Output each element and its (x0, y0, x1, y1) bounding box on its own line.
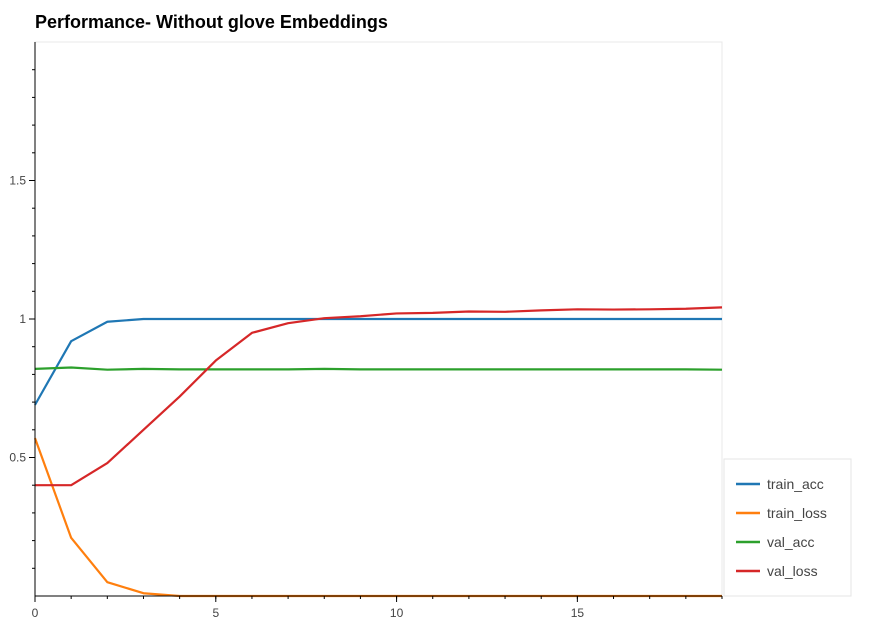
legend-box (723, 458, 852, 597)
x-tick-label: 5 (212, 606, 219, 620)
series-line-val_loss (35, 306, 723, 487)
axes-layer: 0.5 1 1.5 0 5 10 15 (9, 42, 723, 620)
legend-label-train_acc: train_acc (767, 476, 824, 492)
legend-label-val_acc: val_acc (767, 534, 814, 550)
x-tick-label: 10 (390, 606, 404, 620)
legend: train_acc train_loss val_acc val_loss (723, 458, 852, 597)
series-line-train_acc (34, 317, 722, 406)
x-tick-label: 0 (32, 606, 39, 620)
x-tick-label: 15 (571, 606, 585, 620)
series-line-val_acc (34, 366, 723, 371)
y-tick-label: 1 (19, 312, 26, 326)
legend-label-val_loss: val_loss (767, 563, 818, 579)
y-tick-label: 0.5 (9, 451, 26, 465)
chart-title: Performance- Without glove Embeddings (35, 12, 388, 32)
legend-label-train_loss: train_loss (767, 505, 827, 521)
y-tick-label: 1.5 (9, 174, 26, 188)
